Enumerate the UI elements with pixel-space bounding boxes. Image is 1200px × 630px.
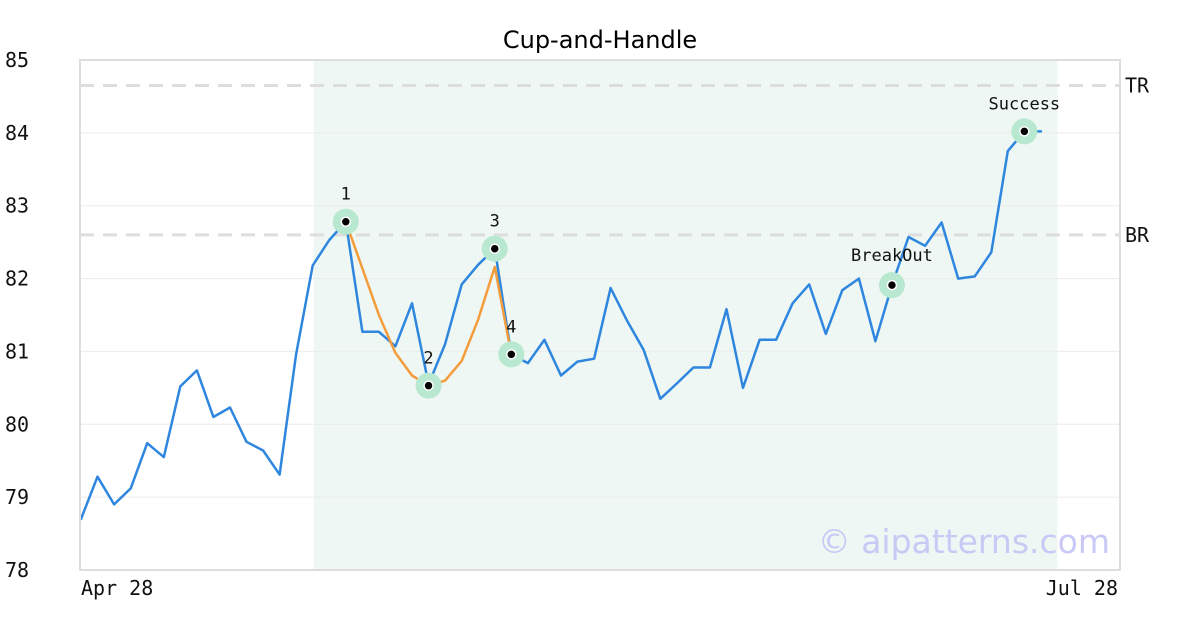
y-tick-label: 78 <box>5 558 29 582</box>
watermark: © aipatterns.com <box>818 522 1110 561</box>
marker-label-breakout: BreakOut <box>851 246 933 266</box>
pattern-region-shade <box>313 61 1058 570</box>
marker-point-1 <box>340 216 352 227</box>
marker-label-1: 1 <box>341 185 351 205</box>
y-tick-label: 81 <box>5 339 29 363</box>
level-label-br: BR <box>1125 223 1150 247</box>
marker-label-3: 3 <box>490 212 500 232</box>
x-tick-label: Jul 28 <box>1046 576 1118 600</box>
y-tick-label: 84 <box>5 121 29 145</box>
y-tick-label: 82 <box>5 267 29 291</box>
marker-point-breakout <box>886 279 898 291</box>
marker-point-4 <box>506 349 517 360</box>
level-label-tr: TR <box>1125 74 1150 98</box>
marker-point-3 <box>489 243 500 254</box>
marker-label-2: 2 <box>423 349 433 369</box>
price-line <box>79 130 1043 521</box>
chart-title: Cup-and-Handle <box>503 26 697 54</box>
y-tick-label: 79 <box>5 485 29 509</box>
plot-frame <box>79 59 1121 571</box>
x-tick-label: Apr 28 <box>81 576 153 600</box>
marker-point-success <box>1019 126 1030 137</box>
y-tick-label: 85 <box>5 48 29 72</box>
y-tick-label: 80 <box>5 412 29 436</box>
marker-label-success: Success <box>989 94 1061 114</box>
marker-point-2 <box>423 380 434 391</box>
y-tick-label: 83 <box>5 194 29 218</box>
marker-label-4: 4 <box>506 317 516 337</box>
